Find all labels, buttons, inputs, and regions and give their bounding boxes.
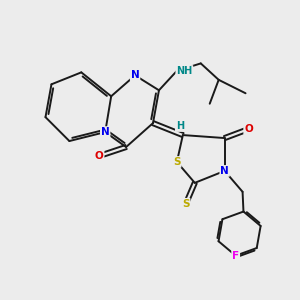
Text: O: O bbox=[244, 124, 253, 134]
Text: S: S bbox=[182, 199, 190, 209]
Text: O: O bbox=[95, 151, 103, 161]
Text: F: F bbox=[232, 251, 239, 261]
Text: N: N bbox=[220, 166, 229, 176]
Text: H: H bbox=[176, 121, 184, 131]
Text: N: N bbox=[101, 127, 110, 137]
Text: NH: NH bbox=[176, 66, 193, 76]
Text: N: N bbox=[131, 70, 140, 80]
Text: S: S bbox=[173, 157, 181, 167]
